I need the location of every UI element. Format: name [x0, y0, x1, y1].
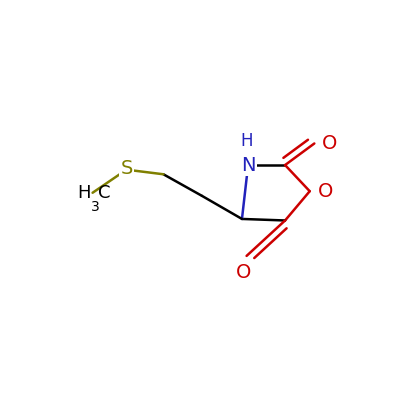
Text: H: H	[78, 184, 91, 202]
Text: C: C	[98, 184, 111, 202]
Text: O: O	[236, 263, 251, 282]
Text: H: H	[240, 132, 253, 150]
Text: N: N	[241, 156, 255, 174]
Text: O: O	[322, 134, 338, 153]
Text: O: O	[318, 182, 334, 201]
Text: S: S	[120, 159, 133, 178]
Text: 3: 3	[91, 200, 100, 214]
